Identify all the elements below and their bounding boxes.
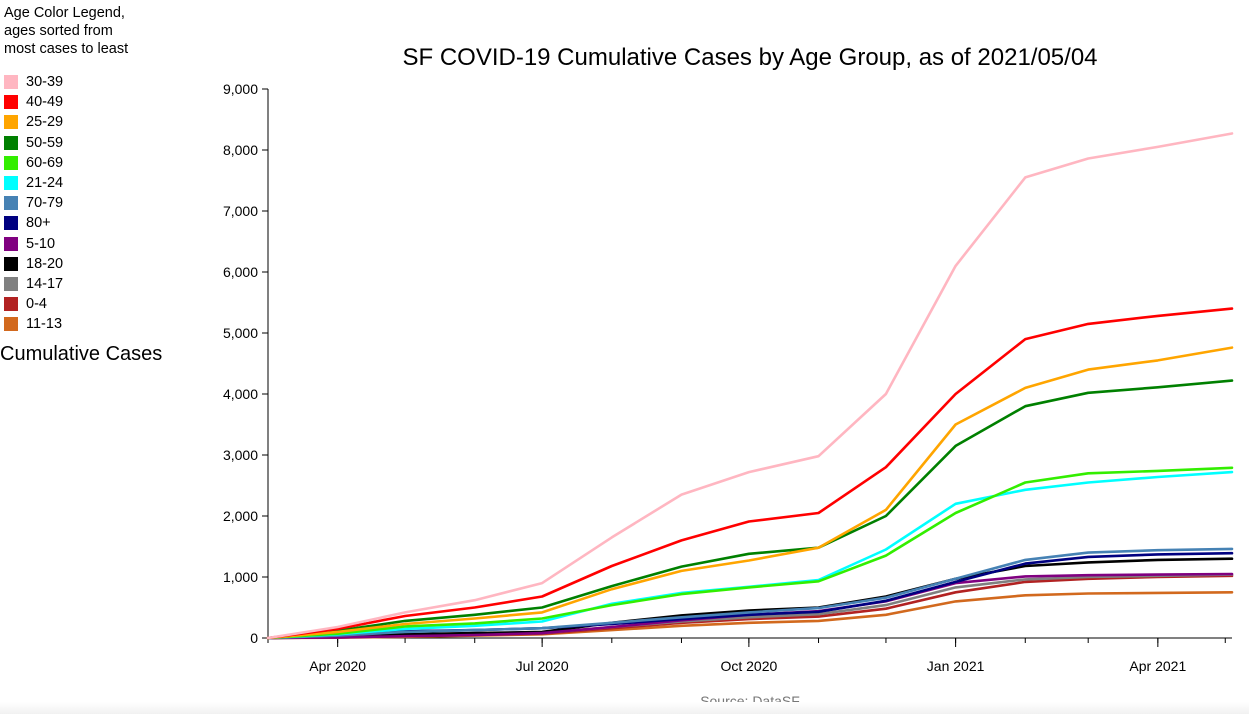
legend-swatch: [4, 155, 18, 170]
y-tick-label: 7,000: [223, 203, 258, 219]
legend-swatch: [4, 196, 18, 211]
legend-item: 21-24: [4, 173, 63, 193]
legend-label: 80+: [26, 215, 51, 232]
legend-swatch: [4, 256, 18, 271]
legend-item: 50-59: [4, 133, 63, 153]
bottom-band: [0, 702, 1249, 714]
legend-item: 25-29: [4, 112, 63, 132]
x-tick-label: Oct 2020: [720, 658, 777, 674]
y-tick-label: 6,000: [223, 264, 258, 280]
legend-swatch: [4, 95, 18, 110]
y-tick-label: 9,000: [223, 81, 258, 97]
legend-swatch: [4, 317, 18, 332]
series-line-30-39: [266, 132, 1234, 640]
x-tick-label: Jan 2021: [927, 658, 985, 674]
chart-title: SF COVID-19 Cumulative Cases by Age Grou…: [402, 44, 1098, 71]
legend-swatch: [4, 135, 18, 150]
y-tick-label: 2,000: [223, 508, 258, 524]
legend-label: 30-39: [26, 74, 64, 91]
legend-item: 80+: [4, 213, 63, 233]
x-tick-label: Jul 2020: [516, 658, 569, 674]
legend: 30-39 40-49 25-29 50-59 60-69 21-24 70-79 80+ 5-…: [4, 72, 63, 334]
legend-label: 70-79: [26, 195, 64, 212]
series-lines: [266, 132, 1234, 640]
y-tick-label: 5,000: [223, 325, 258, 341]
legend-item: 40-49: [4, 92, 63, 112]
legend-item: 60-69: [4, 153, 63, 173]
legend-item: 5-10: [4, 234, 63, 254]
series-line-25-29: [266, 346, 1234, 640]
legend-item: 14-17: [4, 274, 63, 294]
series-line-60-69: [266, 466, 1234, 640]
legend-label: 14-17: [26, 275, 64, 292]
y-tick-label: 0: [250, 630, 258, 646]
legend-title: Age Color Legend, ages sorted from most …: [4, 5, 129, 57]
y-tick-label: 4,000: [223, 386, 258, 402]
legend-label: 5-10: [26, 235, 56, 252]
legend-label: 40-49: [26, 94, 64, 111]
y-tick-label: 3,000: [223, 447, 258, 463]
series-line-70-79: [266, 547, 1234, 640]
legend-item: 18-20: [4, 254, 63, 274]
legend-label: 21-24: [26, 175, 64, 192]
legend-item: 0-4: [4, 294, 63, 314]
legend-swatch: [4, 236, 18, 251]
legend-label: 60-69: [26, 154, 64, 171]
legend-item: 30-39: [4, 72, 63, 92]
legend-label: 25-29: [26, 114, 64, 131]
chart-axes: 0 1,000 2,000 3,000 4,000 5,000 6,000 7,000 8,00…: [223, 81, 1232, 674]
legend-swatch: [4, 176, 18, 191]
y-tick-label: 1,000: [223, 569, 258, 585]
legend-swatch: [4, 276, 18, 291]
legend-swatch: [4, 297, 18, 312]
x-tick-label: Apr 2020: [309, 658, 366, 674]
legend-item: 11-13: [4, 314, 63, 334]
legend-swatch: [4, 75, 18, 90]
y-tick-label: 8,000: [223, 142, 258, 158]
series-line-18-20: [266, 557, 1234, 640]
series-line-50-59: [266, 379, 1234, 640]
legend-label: 18-20: [26, 255, 64, 272]
series-line-40-49: [266, 307, 1234, 640]
legend-swatch: [4, 115, 18, 130]
legend-label: 50-59: [26, 134, 64, 151]
legend-label: 0-4: [26, 296, 47, 313]
legend-label: 11-13: [26, 316, 63, 333]
x-tick-label: Apr 2021: [1129, 658, 1186, 674]
legend-swatch: [4, 216, 18, 231]
y-axis-label: Cumulative Cases: [0, 343, 163, 365]
legend-item: 70-79: [4, 193, 63, 213]
